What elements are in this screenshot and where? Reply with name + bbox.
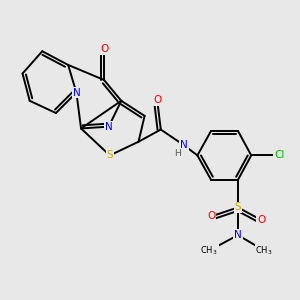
Text: O: O (153, 95, 161, 105)
Text: S: S (106, 150, 113, 161)
Text: N: N (180, 140, 188, 150)
Text: Cl: Cl (274, 150, 284, 161)
Text: S: S (235, 202, 241, 212)
Text: CH$_3$: CH$_3$ (255, 244, 273, 257)
Text: N: N (234, 230, 242, 240)
Text: H: H (174, 149, 181, 158)
Text: O: O (207, 212, 215, 221)
Text: O: O (100, 44, 108, 55)
Text: CH$_3$: CH$_3$ (200, 244, 218, 257)
Text: O: O (257, 215, 266, 225)
Text: N: N (105, 122, 112, 132)
Text: N: N (73, 88, 80, 98)
